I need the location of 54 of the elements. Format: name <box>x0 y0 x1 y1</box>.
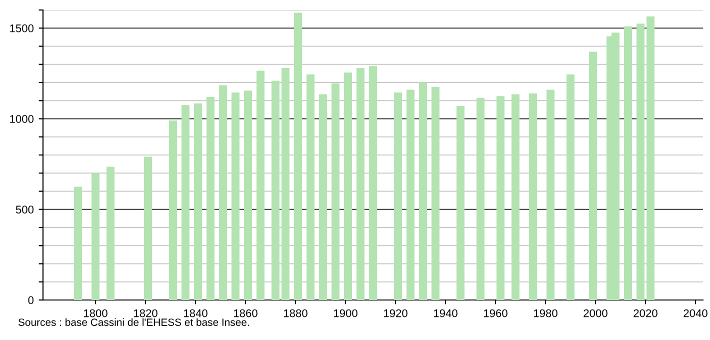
x-tick-label: 1980 <box>534 309 558 318</box>
bar <box>206 97 214 300</box>
bar <box>369 66 377 300</box>
bar <box>646 16 654 300</box>
x-tick-label: 1920 <box>384 309 408 318</box>
bar <box>294 12 302 300</box>
x-tick-label: 2040 <box>684 309 708 318</box>
x-tick-label: 1900 <box>334 309 358 318</box>
bar <box>624 26 632 300</box>
bar <box>406 90 414 300</box>
x-tick-label: 1960 <box>484 309 508 318</box>
bar <box>219 85 227 300</box>
x-tick-label: 2020 <box>634 309 658 318</box>
bar <box>589 52 597 300</box>
bar <box>476 98 484 300</box>
bar <box>456 106 464 300</box>
x-tick-label: 1820 <box>134 309 158 318</box>
bar <box>432 87 440 300</box>
x-tick-label: 2000 <box>584 309 608 318</box>
bar <box>529 93 537 300</box>
y-tick-label: 500 <box>16 206 34 214</box>
bar <box>546 90 554 300</box>
bar <box>306 74 314 300</box>
bar <box>169 120 177 300</box>
bar <box>244 90 252 300</box>
bar <box>282 68 290 300</box>
y-tick-label: 1500 <box>10 24 34 32</box>
bar <box>419 82 427 300</box>
bar <box>272 80 280 300</box>
bar <box>182 105 190 300</box>
bar <box>344 72 352 300</box>
y-tick-label: 1000 <box>10 115 34 123</box>
bar <box>332 83 340 300</box>
bar <box>256 70 264 300</box>
x-tick-label: 1880 <box>284 309 308 318</box>
x-tick-label: 1860 <box>234 309 258 318</box>
bar <box>636 24 644 300</box>
x-tick-label: 1800 <box>84 309 108 318</box>
x-tick-label: 1940 <box>434 309 458 318</box>
x-tick-label: 1840 <box>184 309 208 318</box>
bar <box>512 94 520 300</box>
bar <box>356 68 364 300</box>
source-note: Sources : base Cassini de l'EHESS et base Insee. <box>18 318 249 326</box>
bar <box>74 186 82 300</box>
bar <box>496 96 504 300</box>
bar <box>232 92 240 300</box>
bar <box>566 74 574 300</box>
bar <box>194 103 202 300</box>
bar <box>394 92 402 300</box>
y-tick-label: 0 <box>28 296 34 304</box>
bar <box>92 173 100 300</box>
bar <box>319 94 327 300</box>
bar <box>144 156 152 300</box>
bar <box>106 166 114 300</box>
